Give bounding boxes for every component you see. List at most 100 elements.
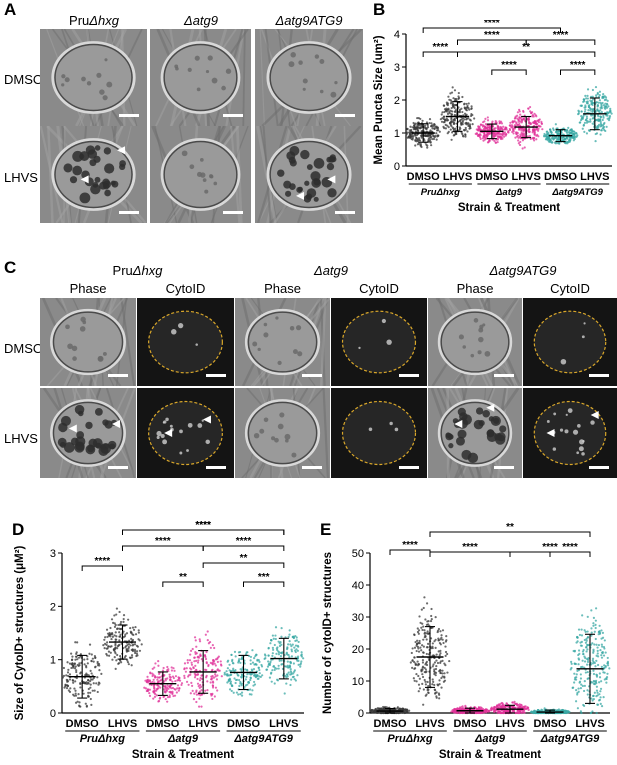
y-tick-label: 4 xyxy=(394,29,400,41)
x-group-label: Δatg9ATG9 xyxy=(233,733,293,745)
panel-a-col-pru: PruΔhxg xyxy=(69,13,119,28)
y-axis-label: Number of cytoID+ structures xyxy=(322,552,334,714)
significance-label: **** xyxy=(195,520,211,531)
panel-letter-b: B xyxy=(373,0,386,19)
micrograph-a-pru-dmso xyxy=(40,29,147,126)
panel-c-row-lhvs: LHVS xyxy=(4,431,38,446)
y-axis-label: Size of CytoID+ structures (μM²) xyxy=(14,545,26,720)
panel-c-strain-atg9atg9: Δatg9ATG9 xyxy=(489,263,557,278)
x-category-label: LHVS xyxy=(415,718,444,730)
scale-bar xyxy=(206,466,226,469)
micrograph-c-pru-cytoid-dmso xyxy=(137,298,234,386)
scale-bar xyxy=(108,466,128,469)
x-category-label: LHVS xyxy=(575,718,604,730)
x-category-label: DMSO xyxy=(66,718,99,730)
x-category-label: LHVS xyxy=(269,718,298,730)
y-tick-label: 10 xyxy=(352,676,364,688)
micrograph-c-atg9atg9-cytoid-dmso xyxy=(523,298,617,386)
micrograph-c-pru-cytoid-lhvs xyxy=(137,388,234,478)
data-points-lhvs-5 xyxy=(569,607,611,715)
significance-bracket xyxy=(202,562,285,568)
x-category-label: DMSO xyxy=(475,171,508,183)
significance-bracket xyxy=(560,69,596,75)
panel-c-subhead-phase: Phase xyxy=(264,281,301,296)
data-points-dmso-4 xyxy=(223,649,264,697)
significance-label: ** xyxy=(240,553,248,564)
significance-label: ** xyxy=(506,522,514,533)
scale-bar xyxy=(206,374,226,377)
scale-bar xyxy=(494,374,514,377)
panel-c-subhead-cytoid: CytoID xyxy=(359,281,399,296)
x-group-label: PruΔhxg xyxy=(80,733,126,745)
significance-label: **** xyxy=(570,60,586,71)
micrograph-c-pru-phase-lhvs xyxy=(40,388,136,478)
x-category-label: DMSO xyxy=(534,718,567,730)
data-points-lhvs-3 xyxy=(508,105,544,150)
arrowhead-icon xyxy=(68,424,77,433)
micrograph-c-atg9atg9-cytoid-lhvs xyxy=(523,388,617,478)
significance-label: **** xyxy=(155,536,171,547)
micrograph-a-atg9-dmso xyxy=(150,29,251,126)
micrograph-c-atg9atg9-phase-dmso xyxy=(428,298,522,386)
y-tick-label: 3 xyxy=(50,548,56,560)
scale-bar xyxy=(335,114,355,117)
y-axis-label: Mean Puncta Size (um²) xyxy=(373,35,385,164)
micrograph-a-pru-lhvs xyxy=(40,126,147,223)
data-points-lhvs-5 xyxy=(577,85,613,143)
significance-label: **** xyxy=(562,542,578,553)
y-tick-label: 0 xyxy=(358,708,364,720)
y-tick-label: 1 xyxy=(50,655,56,667)
panel-c-subhead-cytoid: CytoID xyxy=(550,281,590,296)
x-category-label: DMSO xyxy=(454,718,487,730)
x-group-label: Δatg9 xyxy=(474,733,506,745)
y-tick-label: 30 xyxy=(352,612,364,624)
arrowhead-icon xyxy=(296,191,305,200)
significance-label: **** xyxy=(433,42,449,53)
panel-c-strain-pru: PruΔhxg xyxy=(112,263,163,278)
x-group-label: Δatg9 xyxy=(167,733,199,745)
significance-label: **** xyxy=(501,60,517,71)
panel-c-row-dmso: DMSO xyxy=(4,341,43,356)
x-category-label: DMSO xyxy=(374,718,407,730)
scale-bar xyxy=(335,211,355,214)
y-tick-label: 40 xyxy=(352,580,364,592)
arrowhead-icon xyxy=(590,411,599,419)
data-points-dmso-0 xyxy=(61,641,103,708)
micrograph-c-atg9-cytoid-dmso xyxy=(331,298,427,386)
scale-bar xyxy=(302,374,322,377)
arrowhead-icon xyxy=(202,415,211,424)
significance-bracket xyxy=(457,51,596,57)
significance-label: **** xyxy=(236,536,252,547)
x-group-label: PruΔhxg xyxy=(387,733,433,745)
significance-bracket xyxy=(549,551,591,557)
y-tick-label: 2 xyxy=(394,95,400,107)
significance-label: **** xyxy=(484,30,500,41)
panel-letter-e: E xyxy=(320,520,332,539)
micrograph-a-atg9atg9-lhvs xyxy=(255,126,363,223)
micrograph-c-atg9-cytoid-lhvs xyxy=(331,388,427,478)
x-group-label: PruΔhxg xyxy=(421,187,460,198)
y-tick-label: 50 xyxy=(352,548,364,560)
significance-label: *** xyxy=(258,572,270,583)
y-tick-label: 0 xyxy=(50,708,56,720)
significance-bracket xyxy=(422,27,561,33)
panel-a-col-atg9atg9: Δatg9ATG9 xyxy=(275,13,343,28)
x-category-label: LHVS xyxy=(580,171,609,183)
significance-label: **** xyxy=(484,20,500,29)
chart-e-cytoid-number: 0 10 20 30 40 50 Number of cytoID+ structures D… xyxy=(322,522,611,761)
significance-bracket xyxy=(202,545,285,551)
x-axis-label: Strain & Treatment xyxy=(439,749,541,761)
significance-bracket xyxy=(491,69,527,75)
scale-bar xyxy=(108,374,128,377)
scale-bar xyxy=(302,466,322,469)
micrograph-c-atg9atg9-phase-lhvs xyxy=(428,388,522,478)
arrowhead-icon xyxy=(164,429,173,437)
x-category-label: DMSO xyxy=(544,171,577,183)
x-category-label: DMSO xyxy=(407,171,440,183)
x-category-label: DMSO xyxy=(227,718,260,730)
panel-letter-c: C xyxy=(4,258,17,277)
y-tick-label: 1 xyxy=(394,128,400,140)
scale-bar xyxy=(119,211,139,214)
panel-c-subhead-phase: Phase xyxy=(456,281,494,296)
